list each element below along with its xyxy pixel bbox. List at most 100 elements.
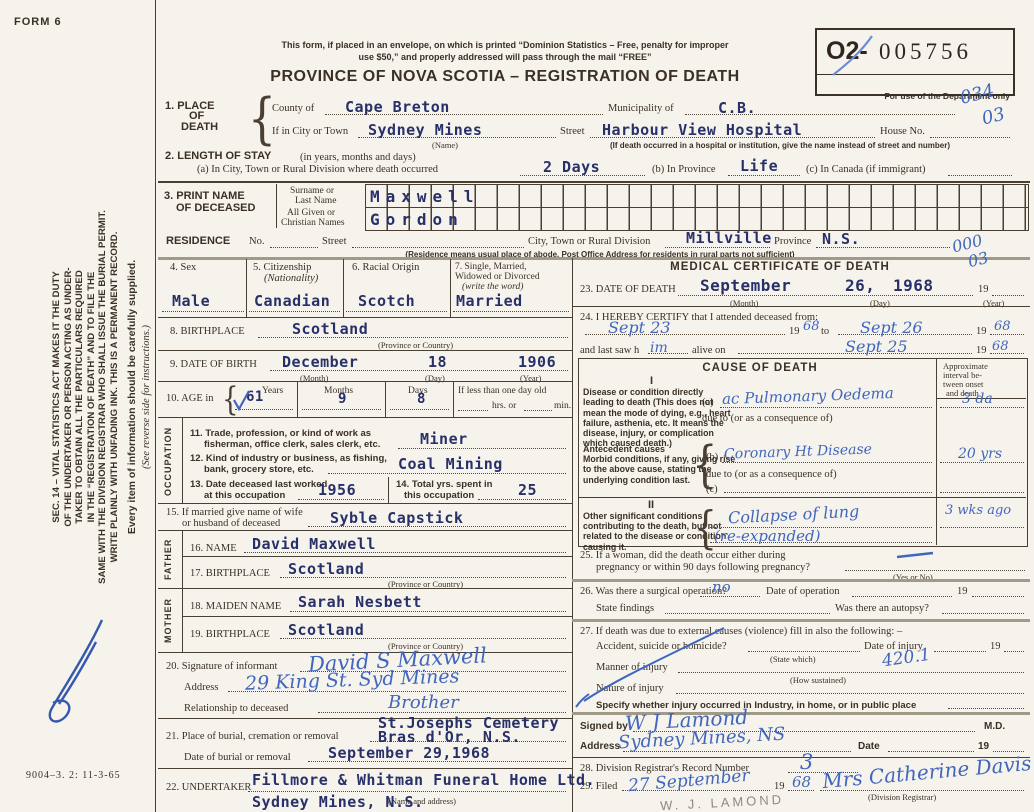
total-years-value: 25	[518, 481, 538, 499]
department-only-note: For use of the Department only	[884, 91, 1010, 101]
given-name-value: Gordon	[370, 210, 464, 229]
residence-label: RESIDENCE	[166, 235, 231, 247]
s11-label2: fisherman, office clerk, sales clerk, et…	[204, 439, 381, 450]
s9-label: 9. DATE OF BIRTH	[170, 359, 257, 370]
s3-rule	[276, 184, 277, 228]
s10-brace: {	[222, 381, 239, 419]
undertaker-name: Fillmore & Whitman Funeral Home Ltd.	[252, 771, 596, 789]
name-caption: (Name)	[432, 140, 458, 150]
signed-by-label: Signed by	[580, 721, 628, 732]
dotted-leader	[520, 175, 645, 176]
dotted-leader	[328, 473, 566, 474]
attended-to-value: Sept 26	[860, 318, 923, 337]
father-name-value: David Maxwell	[252, 535, 376, 553]
dotted-leader	[358, 137, 556, 138]
dotted-leader	[700, 596, 760, 597]
dotted-leader	[990, 334, 1024, 335]
city-label: If in City or Town	[272, 126, 349, 137]
s23-year-caption: (Year)	[983, 298, 1005, 308]
dotted-leader	[722, 462, 932, 463]
street-label: Street	[560, 126, 585, 137]
supplied-note: Every item of information should be care…	[125, 259, 138, 535]
death-year-value: 1968	[893, 276, 934, 295]
cause-b-label: (b)	[706, 452, 719, 463]
other-condition-interval: 3 wks ago	[945, 503, 1012, 518]
dotted-leader	[993, 751, 1024, 752]
dotted-leader	[458, 410, 488, 411]
signed-date-label: Date	[858, 741, 880, 752]
attended-to-year: 68	[994, 319, 1011, 334]
sec14-line: WRITE PLAINLY WITH UNFADING INK. THIS IS…	[108, 231, 120, 563]
s23-month-caption: (Month)	[730, 298, 759, 308]
dotted-leader	[623, 751, 851, 752]
informant-relationship: Brother	[388, 692, 459, 713]
dotted-leader	[992, 295, 1024, 296]
dotted-leader	[648, 353, 688, 354]
cause-a-interval: 3 da	[962, 391, 993, 407]
other-brace: {	[694, 502, 717, 555]
s21-date-label: Date of burial or removal	[184, 752, 291, 763]
burial-date-value: September 29,1968	[328, 744, 491, 762]
dotted-leader	[290, 611, 566, 612]
dotted-leader	[940, 492, 1024, 493]
s25-line1: 25. If a woman, did the death occur eith…	[580, 550, 786, 561]
other-condition-value-2: (re-expanded)	[714, 527, 821, 545]
heavy-rule	[572, 619, 1030, 622]
dotted-leader	[710, 542, 932, 543]
s25-line2: pregnancy or within 90 days following pr…	[596, 562, 811, 573]
attended-from-value: Sept 23	[608, 318, 671, 337]
section-rule	[158, 381, 572, 382]
dotted-leader	[633, 731, 975, 732]
s2-label: 2. LENGTH OF STAY	[165, 150, 272, 162]
s5-sub: (Nationality)	[264, 273, 319, 284]
sec14-line: OF THE UNDERTAKER OR PERSON ACTING AS UN…	[62, 267, 74, 527]
month-caption: (Month)	[300, 373, 329, 383]
residence-no-label: No.	[249, 236, 265, 247]
year-caption: (Year)	[520, 373, 542, 383]
birth-year-value: 1906	[518, 353, 557, 371]
s26-label: 26. Was there a surgical operation?	[580, 586, 727, 597]
dotted-leader	[302, 409, 381, 410]
s2c-label: (c) In Canada (if immigrant)	[806, 164, 926, 175]
s22-label: 22. UNDERTAKER	[166, 782, 252, 793]
lastsaw-value: Sept 25	[845, 337, 908, 356]
given-label2: Christian Names	[281, 218, 345, 228]
s24-yr1: 19	[789, 326, 800, 337]
surname-comb-field	[365, 184, 1029, 208]
dotted-leader	[270, 370, 568, 371]
section-rule	[158, 768, 572, 769]
s24-to-label: to	[821, 326, 830, 337]
dotted-leader	[990, 353, 1024, 354]
dotted-leader	[728, 175, 800, 176]
s20-address-label: Address	[184, 682, 219, 693]
citizenship-value: Canadian	[254, 292, 331, 310]
given-name-comb-field	[365, 207, 1029, 231]
dotted-leader	[724, 492, 932, 493]
s12-label2: bank, grocery store, etc.	[204, 464, 314, 475]
dotted-leader	[318, 712, 566, 713]
father-vertical-label: FATHER	[163, 538, 173, 581]
s2-sub: (in years, months and days)	[300, 152, 416, 163]
cell-rule	[388, 477, 389, 503]
registration-number: 005756	[879, 39, 972, 64]
given-label1: All Given or	[287, 208, 336, 218]
dotted-leader	[940, 462, 1024, 463]
mail-note-line2: use $50,” and properly addressed will pa…	[358, 52, 652, 62]
dotted-leader	[162, 311, 244, 312]
s7-label3: (write the word)	[462, 282, 524, 292]
dotted-leader	[665, 613, 830, 614]
section-rule	[158, 503, 572, 504]
dotted-leader	[738, 353, 972, 354]
dotted-leader	[244, 552, 566, 553]
residence-province-value: N.S.	[822, 230, 861, 248]
dotted-leader	[930, 137, 1010, 138]
antecedent-text: Morbid conditions, if any, giving rise t…	[583, 454, 736, 485]
burial-place-line1: St.Josephs Cemetery	[378, 714, 560, 732]
surname-label2: Last Name	[295, 196, 337, 206]
undertaker-address: Sydney Mines, N.S.	[252, 793, 424, 811]
industry-value: Coal Mining	[398, 455, 503, 473]
dotted-leader	[590, 137, 875, 138]
cell-rule	[385, 382, 386, 417]
s1-brace: {	[248, 87, 276, 152]
dotted-leader	[325, 114, 603, 115]
